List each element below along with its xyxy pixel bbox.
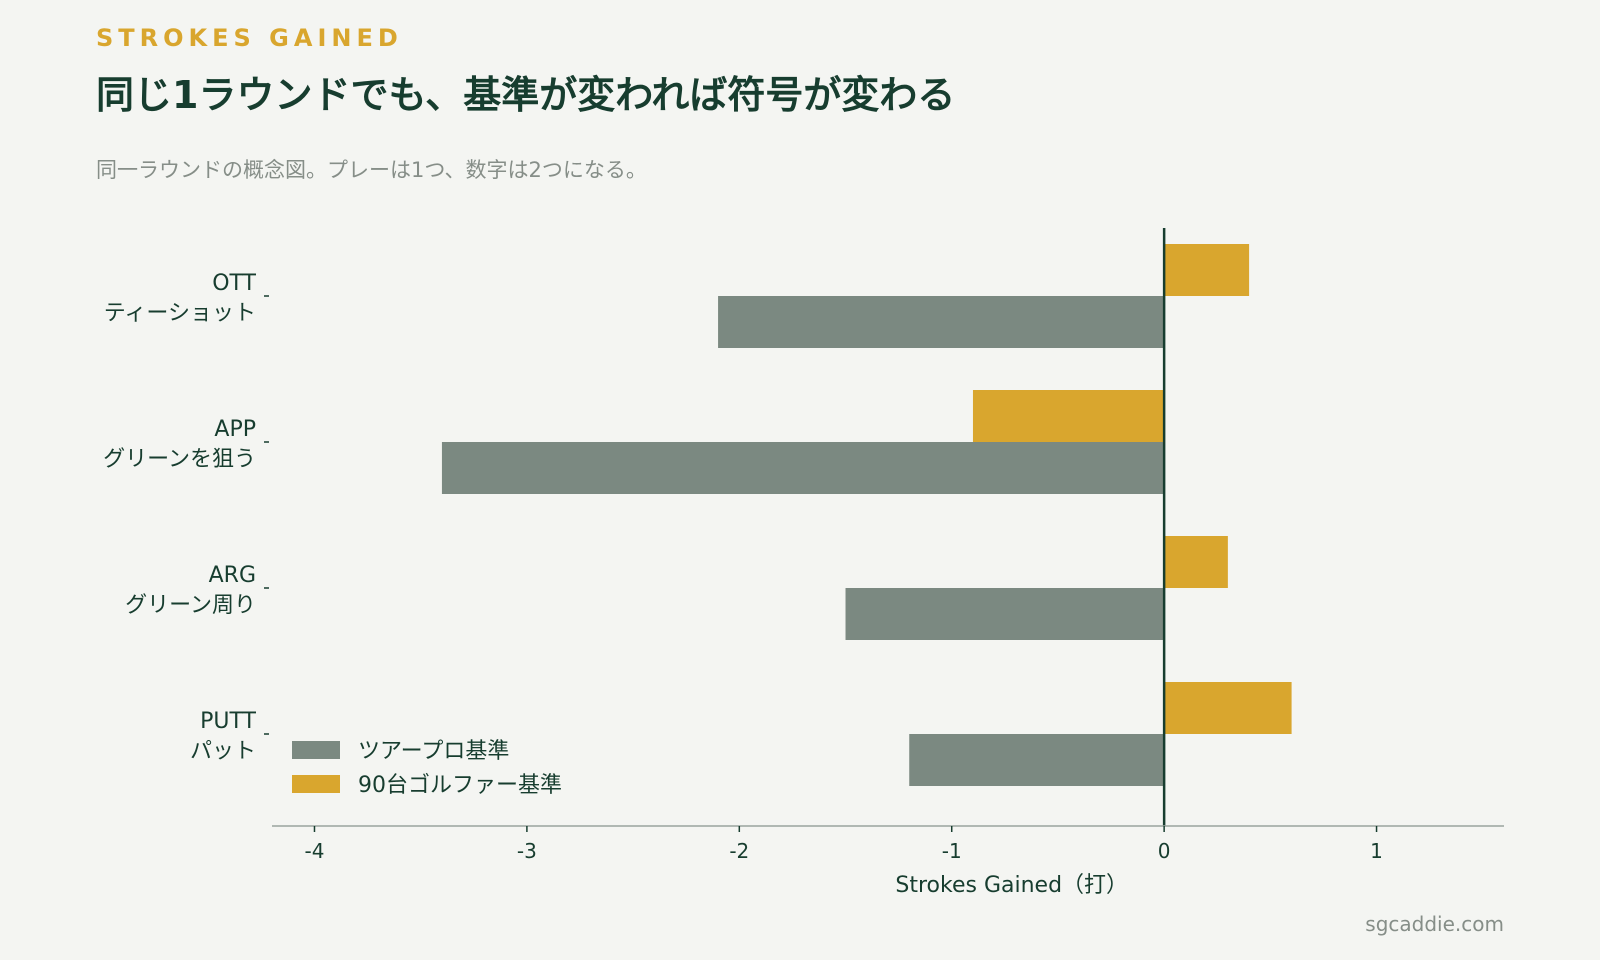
bar-tour-putt xyxy=(909,734,1165,786)
bar-amateur-app xyxy=(972,390,1165,442)
x-tick-label--4: -4 xyxy=(305,839,325,863)
x-tick-label--2: -2 xyxy=(729,839,749,863)
bar-tour-arg xyxy=(845,588,1165,640)
x-axis-title: Strokes Gained（打） xyxy=(895,873,1128,898)
x-tick-label-0: 0 xyxy=(1158,839,1171,863)
x-tick-label-1: 1 xyxy=(1370,839,1383,863)
category-label-ott: ティーショット xyxy=(104,301,256,326)
category-label-arg: グリーン周り xyxy=(125,593,256,618)
chart-title: 同じ1ラウンドでも、基準が変われば符号が変わる xyxy=(96,73,956,117)
legend-swatch-tour xyxy=(292,741,340,759)
bar-amateur-arg xyxy=(1164,536,1228,588)
footer-source: sgcaddie.com xyxy=(1365,912,1504,936)
category-code-arg: ARG xyxy=(209,563,256,588)
chart-subtitle: 同一ラウンドの概念図。プレーは1つ、数字は2つになる。 xyxy=(96,158,647,182)
bar-tour-app xyxy=(441,442,1165,494)
legend-swatch-amateur xyxy=(292,775,340,793)
category-code-putt: PUTT xyxy=(200,709,256,734)
category-label-app: グリーンを狙う xyxy=(103,447,256,472)
bar-tour-ott xyxy=(718,296,1165,348)
legend-label-amateur: 90台ゴルファー基準 xyxy=(358,773,562,798)
legend-label-tour: ツアープロ基準 xyxy=(358,739,509,764)
bar-amateur-putt xyxy=(1164,682,1292,734)
category-code-app: APP xyxy=(214,417,256,442)
bar-amateur-ott xyxy=(1164,244,1250,296)
category-label-putt: パット xyxy=(190,739,256,764)
category-code-ott: OTT xyxy=(212,271,256,296)
x-tick-label--1: -1 xyxy=(942,839,962,863)
chart-eyebrow: STROKES GAINED xyxy=(96,24,403,52)
x-tick-label--3: -3 xyxy=(517,839,537,863)
